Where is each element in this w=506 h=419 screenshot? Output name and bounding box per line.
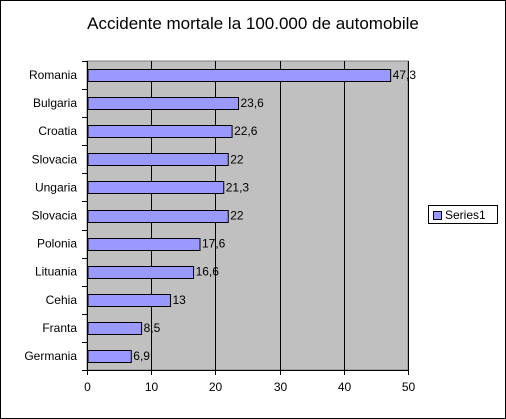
- x-tick-label-3: 30: [274, 380, 288, 394]
- x-tick-label-5: 50: [402, 380, 416, 394]
- x-tick-label-1: 10: [145, 380, 159, 394]
- bar-5: [87, 210, 229, 223]
- bar-10: [87, 350, 132, 363]
- bar-9: [87, 322, 143, 335]
- data-label-0: 47,3: [393, 68, 417, 82]
- bar-7: [87, 266, 195, 279]
- data-label-2: 22,6: [234, 124, 258, 138]
- category-label-7: Lituania: [35, 265, 77, 279]
- data-label-7: 16,6: [196, 265, 220, 279]
- bar-1: [87, 97, 240, 110]
- category-label-8: Cehia: [46, 293, 78, 307]
- bar-8: [87, 294, 171, 307]
- category-label-0: Romania: [29, 68, 77, 82]
- category-label-2: Croatia: [38, 124, 77, 138]
- chart-title: Accidente mortale la 100.000 de automobi…: [87, 14, 419, 33]
- category-label-4: Ungaria: [35, 180, 77, 194]
- bar-4: [87, 181, 225, 194]
- bar-0: [87, 69, 392, 82]
- data-label-4: 21,3: [226, 180, 250, 194]
- category-label-10: Germania: [24, 349, 77, 363]
- x-tick-label-4: 40: [338, 380, 352, 394]
- x-tick-label-2: 20: [209, 380, 223, 394]
- legend: Series1: [428, 205, 498, 224]
- bar-3: [87, 153, 229, 166]
- data-label-6: 17,6: [202, 237, 226, 251]
- category-label-1: Bulgaria: [33, 96, 77, 110]
- category-label-5: Slovacia: [32, 209, 78, 223]
- data-label-9: 8,5: [144, 321, 161, 335]
- data-label-5: 22: [230, 209, 244, 223]
- bar-6: [87, 238, 201, 251]
- x-tick-label-0: 0: [84, 380, 91, 394]
- category-label-6: Polonia: [37, 237, 77, 251]
- category-label-3: Slovacia: [32, 152, 78, 166]
- data-label-3: 22: [230, 152, 244, 166]
- legend-label: Series1: [445, 208, 486, 222]
- bar-2: [87, 125, 233, 138]
- data-label-10: 6,9: [133, 349, 150, 363]
- data-label-1: 23,6: [241, 96, 265, 110]
- legend-swatch: [433, 211, 442, 220]
- category-label-9: Franta: [42, 321, 77, 335]
- data-label-8: 13: [172, 293, 186, 307]
